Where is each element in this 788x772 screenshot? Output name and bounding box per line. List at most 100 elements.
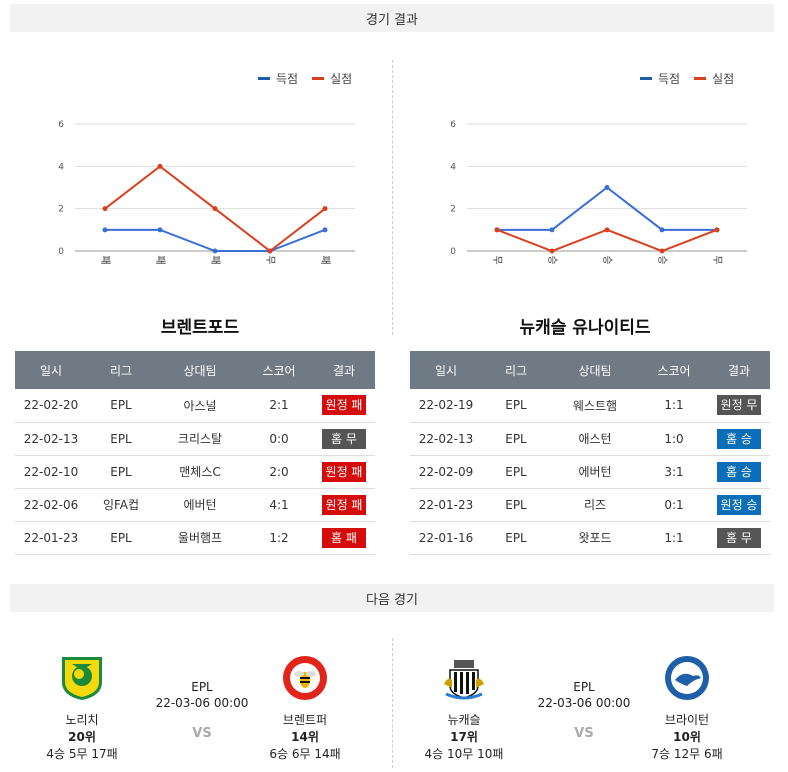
data-point	[157, 163, 163, 169]
table-row[interactable]: 22-02-13 EPL 크리스탈 0:0 홈 무	[15, 422, 375, 456]
team-name-left: 브렌트포드	[160, 318, 240, 338]
col-header: 상대팀	[155, 351, 245, 389]
data-point	[714, 227, 720, 233]
data-point	[604, 227, 610, 233]
opponent-name: 웨스트햄	[550, 389, 640, 423]
opponent-name: 애스턴	[550, 422, 640, 456]
opponent-name: 맨체스C	[155, 455, 245, 489]
result-cell: 홈 무	[313, 422, 375, 456]
result-badge: 원정 무	[717, 395, 761, 416]
table-row[interactable]: 22-02-19 EPL 웨스트햄 1:1 원정 무	[410, 389, 770, 423]
result-cell: 홈 승	[708, 455, 770, 489]
match-league: 잉FA컵	[87, 488, 155, 522]
line-chart-left: 0 2 4 6 패 패 패 무 패	[58, 120, 355, 265]
table-header-row: 일시 리그 상대팀 스코어 결과	[15, 351, 375, 389]
results-table-left: 일시 리그 상대팀 스코어 결과 22-02-20 EPL 아스널 2:1 원정 패 22…	[15, 351, 375, 555]
y-tick-label: 2	[58, 205, 64, 215]
result-cell: 홈 무	[708, 521, 770, 555]
data-point	[494, 227, 500, 233]
data-point	[212, 248, 218, 254]
table-row[interactable]: 22-02-20 EPL 아스널 2:1 원정 패	[15, 389, 375, 423]
result-cell: 원정 패	[313, 488, 375, 522]
data-point	[267, 248, 273, 254]
y-tick-label: 0	[58, 247, 64, 257]
team-rank: 20위	[68, 730, 96, 744]
table-row[interactable]: 22-01-23 EPL 울버햄프 1:2 홈 패	[15, 521, 375, 555]
legend-item-scored: 득점	[258, 70, 298, 87]
data-point	[549, 248, 555, 254]
match-datetime: 22-03-06 00:00	[537, 696, 631, 710]
home-team[interactable]: 노리치 20위 4승 5무 17패	[37, 654, 127, 762]
divider	[392, 638, 393, 768]
x-tick-label: 패	[154, 255, 166, 264]
x-tick-label: 패	[209, 255, 221, 264]
match-score: 0:1	[640, 488, 708, 522]
x-tick-label: 무	[711, 255, 722, 264]
team-name: 뉴캐슬	[447, 713, 481, 727]
result-badge: 홈 패	[322, 527, 366, 548]
legend-item-conceded: 실점	[312, 70, 352, 87]
result-badge: 원정 패	[322, 494, 366, 515]
match-score: 2:1	[245, 389, 313, 423]
x-tick-label: 패	[99, 255, 111, 264]
match-league: EPL	[87, 455, 155, 489]
x-tick-label: 승	[546, 255, 558, 264]
y-tick-label: 4	[450, 162, 456, 172]
match-league: EPL	[191, 680, 213, 694]
col-header: 리그	[482, 351, 550, 389]
result-badge: 홈 승	[717, 428, 761, 449]
match-date: 22-01-23	[410, 488, 482, 522]
next-match-card[interactable]: 뉴캐슬 17위 4승 10무 10패 EPL 22-03-06 00:00 VS…	[404, 650, 764, 762]
match-date: 22-02-06	[15, 488, 87, 522]
match-league: EPL	[87, 422, 155, 456]
table-row[interactable]: 22-01-16 EPL 왓포드 1:1 홈 무	[410, 521, 770, 555]
data-point	[604, 185, 610, 190]
result-cell: 원정 무	[708, 389, 770, 423]
vs-label: VS	[574, 726, 594, 741]
table-row[interactable]: 22-02-10 EPL 맨체스C 2:0 원정 패	[15, 455, 375, 489]
opponent-name: 왓포드	[550, 521, 640, 555]
chart-legend-right: 득점 실점	[640, 70, 734, 87]
vs-label: VS	[192, 726, 212, 741]
result-cell: 원정 패	[313, 455, 375, 489]
legend-swatch	[694, 77, 707, 80]
table-row[interactable]: 22-02-06 잉FA컵 에버턴 4:1 원정 패	[15, 488, 375, 522]
col-header: 결과	[708, 351, 770, 389]
data-point	[659, 227, 665, 233]
match-score: 1:0	[640, 422, 708, 456]
newcastle-logo-icon	[444, 660, 484, 700]
home-team[interactable]: 뉴캐슬 17위 4승 10무 10패	[419, 654, 509, 762]
table-row[interactable]: 22-02-09 EPL 에버턴 3:1 홈 승	[410, 455, 770, 489]
data-point	[157, 227, 163, 233]
data-point	[102, 206, 108, 212]
legend-item-conceded: 실점	[694, 70, 734, 87]
line-chart-right: 0 2 4 6 무 승 승 승 무	[450, 120, 747, 265]
away-team[interactable]: 브렌트퍼 14위 6승 6무 14패	[260, 654, 350, 762]
col-header: 일시	[410, 351, 482, 389]
opponent-name: 에버턴	[550, 455, 640, 489]
table-row[interactable]: 22-01-23 EPL 리즈 0:1 원정 승	[410, 488, 770, 522]
team-rank: 14위	[291, 730, 319, 744]
result-badge: 원정 패	[322, 461, 366, 482]
team-rank: 17위	[450, 730, 478, 744]
legend-item-scored: 득점	[640, 70, 680, 87]
team-name-right: 뉴캐슬 유나이티드	[519, 318, 651, 338]
match-date: 22-02-09	[410, 455, 482, 489]
match-score: 0:0	[245, 422, 313, 456]
match-score: 1:2	[245, 521, 313, 555]
col-header: 스코어	[640, 351, 708, 389]
match-date: 22-02-13	[410, 422, 482, 456]
section-header-next: 다음 경기	[10, 584, 774, 612]
match-score: 3:1	[640, 455, 708, 489]
match-league: EPL	[573, 680, 595, 694]
table-row[interactable]: 22-02-13 EPL 애스턴 1:0 홈 승	[410, 422, 770, 456]
next-match-card[interactable]: 노리치 20위 4승 5무 17패 EPL 22-03-06 00:00 VS …	[22, 650, 382, 762]
data-point	[659, 248, 665, 254]
result-badge: 홈 승	[717, 461, 761, 482]
col-header: 일시	[15, 351, 87, 389]
data-point	[322, 227, 328, 233]
data-point	[212, 206, 218, 212]
away-team[interactable]: 브라이턴 10위 7승 12무 6패	[642, 654, 732, 762]
result-cell: 홈 승	[708, 422, 770, 456]
